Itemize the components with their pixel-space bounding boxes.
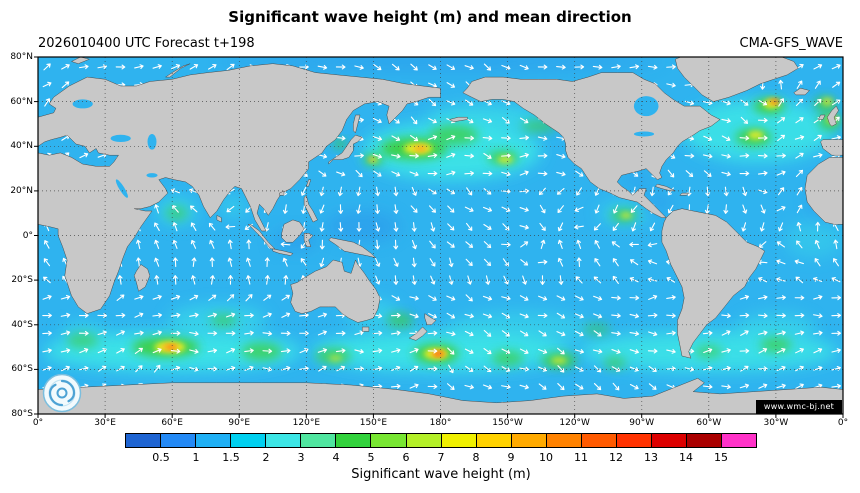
colorbar-segment [266,434,302,447]
inland-seas-layer [72,96,659,198]
colorbar-tick-label: 11 [574,451,588,464]
colorbar-tick-label: 10 [539,451,553,464]
colorbar-tick-label: 1.5 [222,451,240,464]
lon-tick-label: 30°E [94,418,116,428]
spiral-icon [42,373,82,413]
colorbar-tick-label: 12 [609,451,623,464]
lon-tick-label: 30°W [763,418,789,428]
colorbar-tick-label: 4 [332,451,340,464]
lon-tick-label: 180° [429,418,452,428]
colorbar-tick-label: 5 [367,451,375,464]
lat-tick-label: 60°S [11,364,33,375]
colorbar-tick-label: 13 [644,451,658,464]
lon-tick-label: 0° [837,418,849,428]
colorbar-segment [406,434,442,447]
colorbar-tick-label: 2 [262,451,270,464]
wave-height-field [42,57,843,372]
colorbar-tick-label: 7 [437,451,445,464]
colorbar-tick-label: 14 [679,451,693,464]
lon-tick-label: 90°W [629,418,655,428]
lat-tick-label: 0° [22,230,33,241]
lat-tick-label: 40°S [11,319,33,330]
colorbar-segment [301,434,337,447]
lat-tick-label: 80°S [11,409,33,419]
model-name-label: CMA-GFS_WAVE [739,36,843,51]
colorbar-segment [441,434,477,447]
lon-tick-label: 60°E [161,418,183,428]
plot-frame [37,56,844,415]
colorbar-tick-label: 1 [192,451,200,464]
colorbar-segment [196,434,232,447]
colorbar-segment [476,434,512,447]
lat-tick-label: 20°N [10,185,33,196]
wmc-spiral-logo-icon [42,373,82,413]
colorbar-segment [651,434,687,447]
lon-tick-label: 0° [32,418,44,428]
colorbar-segment [336,434,372,447]
colorbar-segment [511,434,547,447]
colorbar-segment [231,434,267,447]
lon-tick-label: 90°E [228,418,251,428]
colorbar-tick-label: 15 [714,451,728,464]
colorbar-segment [687,434,723,447]
colorbar-segment [546,434,582,447]
map-plot: www.wmc-bj.net [34,56,844,418]
lon-tick-label: 120°E [292,418,321,428]
colorbar-tick-label: 0.5 [152,451,170,464]
colorbar-tick-label: 8 [472,451,480,464]
colorbar-segment [616,434,652,447]
colorbar-segment [126,434,162,447]
axis-ticks [34,56,844,418]
colorbar [125,433,757,448]
colorbar-label: Significant wave height (m) [351,467,531,482]
lat-tick-label: 80°N [10,52,33,62]
world-wave-map [34,56,844,418]
colorbar-segment [371,434,407,447]
colorbar-tick-label: 3 [297,451,305,464]
lat-tick-label: 20°S [11,275,33,286]
watermark: www.wmc-bj.net [756,400,842,414]
lon-tick-label: 60°W [696,418,722,428]
chart-title: Significant wave height (m) and mean dir… [228,8,632,26]
forecast-time-label: 2026010400 UTC Forecast t+198 [38,36,255,51]
colorbar-segment [722,434,757,447]
colorbar-tick-label: 6 [402,451,410,464]
colorbar-tick-label: 9 [507,451,515,464]
lat-tick-label: 60°N [10,96,33,107]
lon-tick-label: 120°W [559,418,590,428]
lon-tick-label: 150°W [492,418,523,428]
colorbar-segment [581,434,617,447]
lat-tick-label: 40°N [10,141,33,152]
lon-tick-label: 150°E [359,418,388,428]
colorbar-segment [161,434,197,447]
